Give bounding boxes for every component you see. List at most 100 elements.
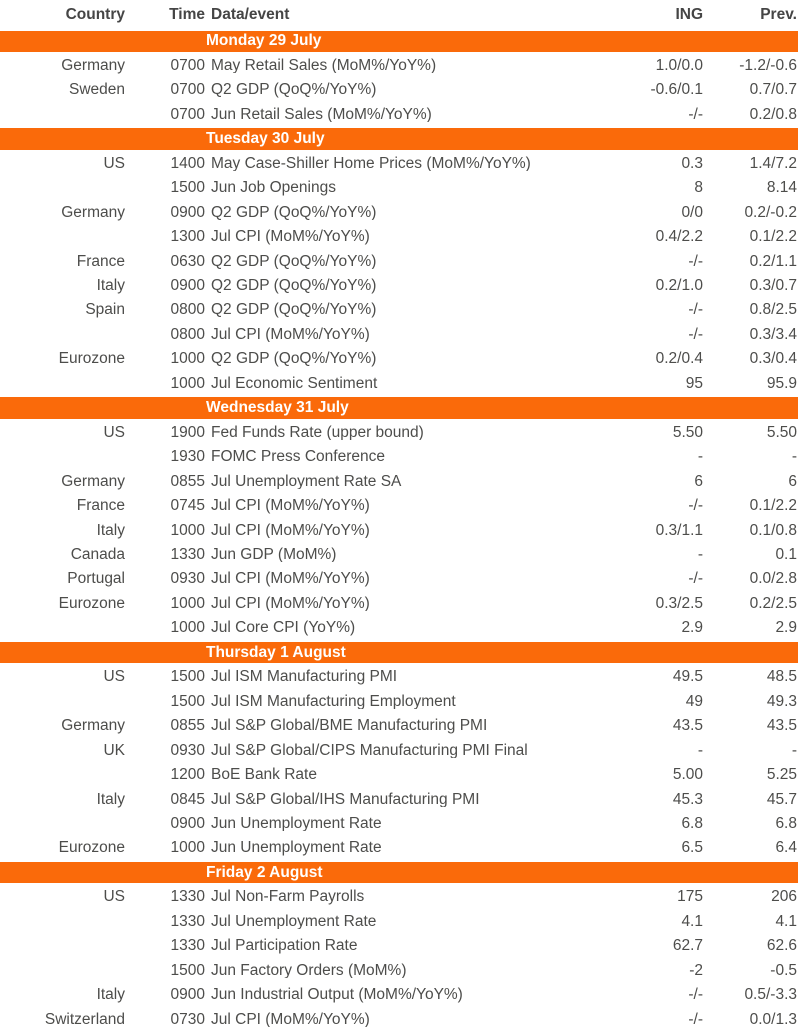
event-row: Canada 1330 Jun GDP (MoM%) - 0.1 <box>0 543 800 567</box>
ing-forecast-cell: -/- <box>688 497 703 515</box>
ing-forecast-cell: -0.6/0.1 <box>650 81 703 99</box>
day-section-label: Tuesday 30 July <box>206 130 325 148</box>
previous-value-cell: 0.0/2.8 <box>749 570 797 588</box>
event-name-cell: Jul CPI (MoM%/YoY%) <box>211 522 370 539</box>
event-row: Portugal 0930 Jul CPI (MoM%/YoY%) -/- 0.… <box>0 567 800 591</box>
previous-value-cell: 0.2/2.5 <box>749 594 797 612</box>
event-row: Spain 0800 Q2 GDP (QoQ%/YoY%) -/- 0.8/2.… <box>0 298 800 322</box>
time-cell: 1330 <box>170 545 205 563</box>
country-cell: UK <box>103 741 125 759</box>
country-cell: Switzerland <box>44 1010 125 1028</box>
ing-forecast-cell: 49.5 <box>672 668 703 686</box>
ing-forecast-cell: 5.50 <box>672 423 703 441</box>
previous-value-cell: 2.9 <box>775 619 797 637</box>
time-cell: 1000 <box>170 839 205 857</box>
event-row: Germany 0900 Q2 GDP (QoQ%/YoY%) 0/0 0.2/… <box>0 200 800 224</box>
event-name-cell: Jul Economic Sentiment <box>211 375 378 392</box>
country-cell: Italy <box>96 521 125 539</box>
event-name-cell: Jun Industrial Output (MoM%/YoY%) <box>211 987 463 1003</box>
event-name-cell: Jun GDP (MoM%) <box>211 546 337 563</box>
previous-value-cell: 5.25 <box>766 766 797 784</box>
table-body: Monday 29 July Germany 0700 May Retail S… <box>0 29 800 1032</box>
time-cell: 1330 <box>170 888 205 906</box>
ing-forecast-cell: 1.0/0.0 <box>655 56 703 74</box>
day-section-row: Tuesday 30 July <box>0 127 800 151</box>
event-name-cell: Q2 GDP (QoQ%/YoY%) <box>211 204 377 221</box>
ing-forecast-cell: 0.3/2.5 <box>655 594 703 612</box>
event-row: 0900 Jun Unemployment Rate 6.8 6.8 <box>0 812 800 836</box>
event-row: Switzerland 0730 Jul CPI (MoM%/YoY%) -/-… <box>0 1007 800 1031</box>
event-name-cell: Jul CPI (MoM%/YoY%) <box>211 326 370 343</box>
time-cell: 0700 <box>170 56 205 74</box>
event-name-cell: Jun Retail Sales (MoM%/YoY%) <box>211 106 432 123</box>
previous-value-cell: 0.1 <box>775 545 797 563</box>
previous-value-cell: - <box>791 448 797 466</box>
event-row: 1000 Jul Core CPI (YoY%) 2.9 2.9 <box>0 616 800 640</box>
event-name-cell: Q2 GDP (QoQ%/YoY%) <box>211 351 377 367</box>
day-section-label: Friday 2 August <box>206 863 323 881</box>
country-cell: Portugal <box>67 570 125 588</box>
ing-forecast-cell: 5.00 <box>672 766 703 784</box>
time-cell: 0930 <box>170 741 205 759</box>
time-cell: 1000 <box>170 374 205 392</box>
time-cell: 1400 <box>170 154 205 172</box>
ing-forecast-cell: -/- <box>688 570 703 588</box>
day-section-row: Friday 2 August <box>0 860 800 884</box>
ing-forecast-cell: -/- <box>688 252 703 270</box>
event-row: Germany 0700 May Retail Sales (MoM%/YoY%… <box>0 53 800 77</box>
event-name-cell: Jun Unemployment Rate <box>211 815 382 832</box>
previous-value-cell: -0.5 <box>770 961 797 979</box>
event-row: France 0745 Jul CPI (MoM%/YoY%) -/- 0.1/… <box>0 494 800 518</box>
event-name-cell: Q2 GDP (QoQ%/YoY%) <box>211 253 377 270</box>
previous-value-cell: 45.7 <box>766 790 797 808</box>
previous-value-cell: 4.1 <box>775 912 797 930</box>
event-name-cell: Jun Unemployment Rate <box>211 840 382 856</box>
event-row: 1500 Jun Factory Orders (MoM%) -2 -0.5 <box>0 958 800 982</box>
country-cell: US <box>103 154 125 172</box>
event-row: US 1900 Fed Funds Rate (upper bound) 5.5… <box>0 420 800 444</box>
previous-value-cell: 0.3/0.4 <box>749 350 797 368</box>
day-section-bar: Monday 29 July <box>0 30 798 52</box>
previous-value-cell: 49.3 <box>766 692 797 710</box>
ing-forecast-cell: 4.1 <box>681 912 703 930</box>
ing-forecast-cell: - <box>697 741 703 759</box>
column-header-country: Country <box>65 5 125 23</box>
time-cell: 0855 <box>170 717 205 735</box>
day-section-bar: Thursday 1 August <box>0 641 798 664</box>
time-cell: 0745 <box>170 497 205 515</box>
event-name-cell: Q2 GDP (QoQ%/YoY%) <box>211 278 377 294</box>
ing-forecast-cell: 45.3 <box>672 790 703 808</box>
country-cell: France <box>76 497 125 515</box>
event-name-cell: Jul ISM Manufacturing Employment <box>211 693 456 710</box>
event-name-cell: Jul Unemployment Rate SA <box>211 473 402 490</box>
event-name-cell: Jul S&P Global/IHS Manufacturing PMI <box>211 791 480 808</box>
previous-value-cell: 0.2/1.1 <box>749 252 797 270</box>
day-section-bar: Tuesday 30 July <box>0 128 798 150</box>
ing-forecast-cell: -2 <box>689 961 703 979</box>
event-name-cell: May Retail Sales (MoM%/YoY%) <box>211 57 437 74</box>
time-cell: 0700 <box>170 81 205 99</box>
event-row: France 0630 Q2 GDP (QoQ%/YoY%) -/- 0.2/1… <box>0 249 800 273</box>
previous-value-cell: 0.1/2.2 <box>749 228 797 246</box>
previous-value-cell: 0.3/3.4 <box>749 325 797 343</box>
previous-value-cell: 0.3/0.7 <box>749 277 797 294</box>
previous-value-cell: -1.2/-0.6 <box>739 56 797 74</box>
country-cell: Sweden <box>68 81 125 99</box>
event-name-cell: Jul Core CPI (YoY%) <box>211 620 356 636</box>
event-name-cell: Jul Unemployment Rate <box>211 913 377 930</box>
event-row: 1200 BoE Bank Rate 5.00 5.25 <box>0 763 800 787</box>
event-row: Germany 0855 Jul S&P Global/BME Manufact… <box>0 714 800 738</box>
country-cell: Italy <box>96 277 125 294</box>
event-row: 1500 Jun Job Openings 8 8.14 <box>0 176 800 200</box>
event-row: 1000 Jul Economic Sentiment 95 95.9 <box>0 371 800 395</box>
event-row: 1500 Jul ISM Manufacturing Employment 49… <box>0 689 800 713</box>
event-name-cell: May Case-Shiller Home Prices (MoM%/YoY%) <box>211 155 531 172</box>
previous-value-cell: 6 <box>788 472 797 490</box>
previous-value-cell: 1.4/7.2 <box>749 154 797 172</box>
country-cell: US <box>103 888 125 906</box>
column-header-ing-forecast: ING <box>675 5 703 23</box>
country-cell: Italy <box>96 790 125 808</box>
event-name-cell: Jun Factory Orders (MoM%) <box>211 962 407 979</box>
country-cell: Eurozone <box>58 350 125 368</box>
